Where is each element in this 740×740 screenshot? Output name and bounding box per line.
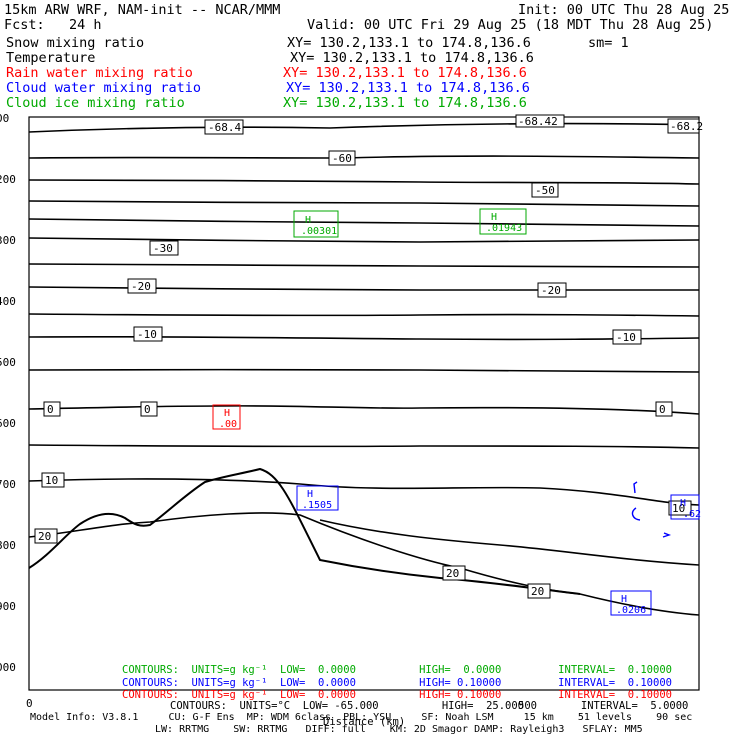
max-value: .1505 xyxy=(302,500,332,511)
isotherm-label: -68.2 xyxy=(670,120,703,133)
isotherm-label: 0 xyxy=(659,403,666,416)
max-marker xyxy=(610,590,652,616)
x-tick-label-500: 500 xyxy=(518,700,537,712)
isotherm-line xyxy=(28,335,700,341)
field-xy-cloud-ice: XY= 130.2,133.1 to 174.8,136.6 xyxy=(283,95,527,111)
field-name-snow: Snow mixing ratio xyxy=(6,35,145,51)
isotherm-line xyxy=(28,313,700,317)
isotherm-label: -68.42 xyxy=(518,115,558,128)
model-title: 15km ARW WRF, NAM-init -- NCAR/MMM xyxy=(4,2,281,18)
max-marker xyxy=(293,210,339,238)
y-tick-label: 200 xyxy=(0,173,16,186)
field-xy-rain: XY= 130.2,133.1 to 174.8,136.6 xyxy=(283,65,527,81)
max-label: H xyxy=(305,215,311,226)
model-info-line2: LW: RRTMG SW: RRTMG DIFF: full KM: 2D Sm… xyxy=(155,724,643,735)
field-xy-snow: XY= 130.2,133.1 to 174.8,136.6 xyxy=(287,35,531,51)
isotherm-line xyxy=(28,263,700,268)
contour-info-cloud-water: CONTOURS: UNITS=g kg⁻¹ LOW= 0.0000 HIGH=… xyxy=(122,677,672,689)
cloud-water-contour xyxy=(631,507,641,521)
contour-info-temperature: CONTOURS: UNITS=°C LOW= -65.000 HIGH= 25… xyxy=(170,700,689,712)
isotherm-label: -60 xyxy=(332,152,352,165)
isotherm-line xyxy=(319,519,700,566)
isotherm-line xyxy=(28,200,700,207)
y-tick-label: 00 xyxy=(0,112,9,125)
isotherm-line xyxy=(28,155,700,159)
y-tick-label: 900 xyxy=(0,600,16,613)
isotherm-line xyxy=(28,444,700,449)
y-tick-label: 700 xyxy=(0,478,16,491)
field-name-cloud-water: Cloud water mixing ratio xyxy=(6,80,202,96)
isotherm-label: 0 xyxy=(144,403,151,416)
isotherm-label: 20 xyxy=(531,585,544,598)
model-info-line1: Model Info: V3.8.1 CU: G-F Ens MP: WDM 6… xyxy=(30,712,693,723)
forecast-hour: Fcst: 24 h xyxy=(4,17,102,33)
cloud-water-fragments xyxy=(631,481,672,538)
max-label: H xyxy=(307,489,313,500)
isotherm-labels: -68.4 -68.42 -68.2 -60 -50 -30 -20 -20 -… xyxy=(34,114,703,599)
isotherm-label: -10 xyxy=(137,328,157,341)
isotherm-line xyxy=(28,512,700,616)
isotherm-line xyxy=(28,218,700,227)
isotherm-label: 10 xyxy=(672,502,685,515)
isotherm-line xyxy=(28,237,700,243)
field-xy-temperature: XY= 130.2,133.1 to 174.8,136.6 xyxy=(290,50,534,66)
max-marker xyxy=(296,485,339,511)
cloud-water-contour xyxy=(633,481,638,494)
init-time: Init: 00 UTC Thu 28 Aug 25 xyxy=(518,2,730,18)
cloud-water-contour xyxy=(662,532,672,538)
field-smoothing: sm= 1 xyxy=(588,35,629,51)
isotherm-label: -30 xyxy=(153,242,173,255)
field-xy-cloud-water: XY= 130.2,133.1 to 174.8,136.6 xyxy=(286,80,530,96)
y-tick-label: 300 xyxy=(0,234,16,247)
field-name-rain: Rain water mixing ratio xyxy=(6,65,193,81)
field-name-temperature: Temperature xyxy=(6,50,96,66)
isotherm-line xyxy=(28,478,700,506)
y-axis-labels: 00 200 300 400 500 600 700 800 900 000 xyxy=(0,112,16,674)
max-value: .0206 xyxy=(616,605,646,616)
max-value: .01943 xyxy=(486,223,522,234)
isotherm-line xyxy=(28,405,700,415)
y-tick-label: 400 xyxy=(0,295,16,308)
max-value: .00301 xyxy=(301,226,337,237)
y-tick-label: 600 xyxy=(0,417,16,430)
x-axis-label: Distance (km) xyxy=(323,716,406,728)
max-marker xyxy=(212,404,241,430)
max-label: H xyxy=(621,594,627,605)
max-marker xyxy=(479,208,527,235)
isotherm-label: -20 xyxy=(541,284,561,297)
isotherm-line xyxy=(28,122,700,133)
max-value: .62 xyxy=(683,509,701,520)
plot-frame xyxy=(28,116,700,691)
valid-time: Valid: 00 UTC Fri 29 Aug 25 (18 MDT Thu … xyxy=(307,17,714,33)
max-label: H xyxy=(680,498,686,509)
isotherm-label: -20 xyxy=(131,280,151,293)
max-marker xyxy=(670,494,700,520)
maxima-markers: H .00301 H .01943 H .00 H .1505 H .0206 … xyxy=(212,208,701,616)
y-tick-label: 500 xyxy=(0,356,16,369)
contour-info-cloud-ice: CONTOURS: UNITS=g kg⁻¹ LOW= 0.0000 HIGH=… xyxy=(122,664,672,676)
contour-info-rain: CONTOURS: UNITS=g kg⁻¹ LOW= 0.0000 HIGH=… xyxy=(122,689,672,701)
x-tick-label: 0 xyxy=(26,697,33,710)
field-name-cloud-ice: Cloud ice mixing ratio xyxy=(6,95,185,111)
isotherm-lines xyxy=(28,122,700,616)
y-tick-label: 800 xyxy=(0,539,16,552)
isotherm-label: -68.4 xyxy=(208,121,241,134)
isotherm-label: 10 xyxy=(45,474,58,487)
isotherm-label: 0 xyxy=(47,403,54,416)
y-tick-label: 000 xyxy=(0,661,16,674)
terrain-outline xyxy=(28,467,581,595)
max-value: .00 xyxy=(219,419,237,430)
max-label: H xyxy=(491,212,497,223)
isotherm-label: 20 xyxy=(38,530,51,543)
isotherm-label: -10 xyxy=(616,331,636,344)
isotherm-line xyxy=(28,368,700,373)
isotherm-line xyxy=(28,179,700,185)
isotherm-label: 20 xyxy=(446,567,459,580)
max-label: H xyxy=(224,408,230,419)
isotherm-label: -50 xyxy=(535,184,555,197)
